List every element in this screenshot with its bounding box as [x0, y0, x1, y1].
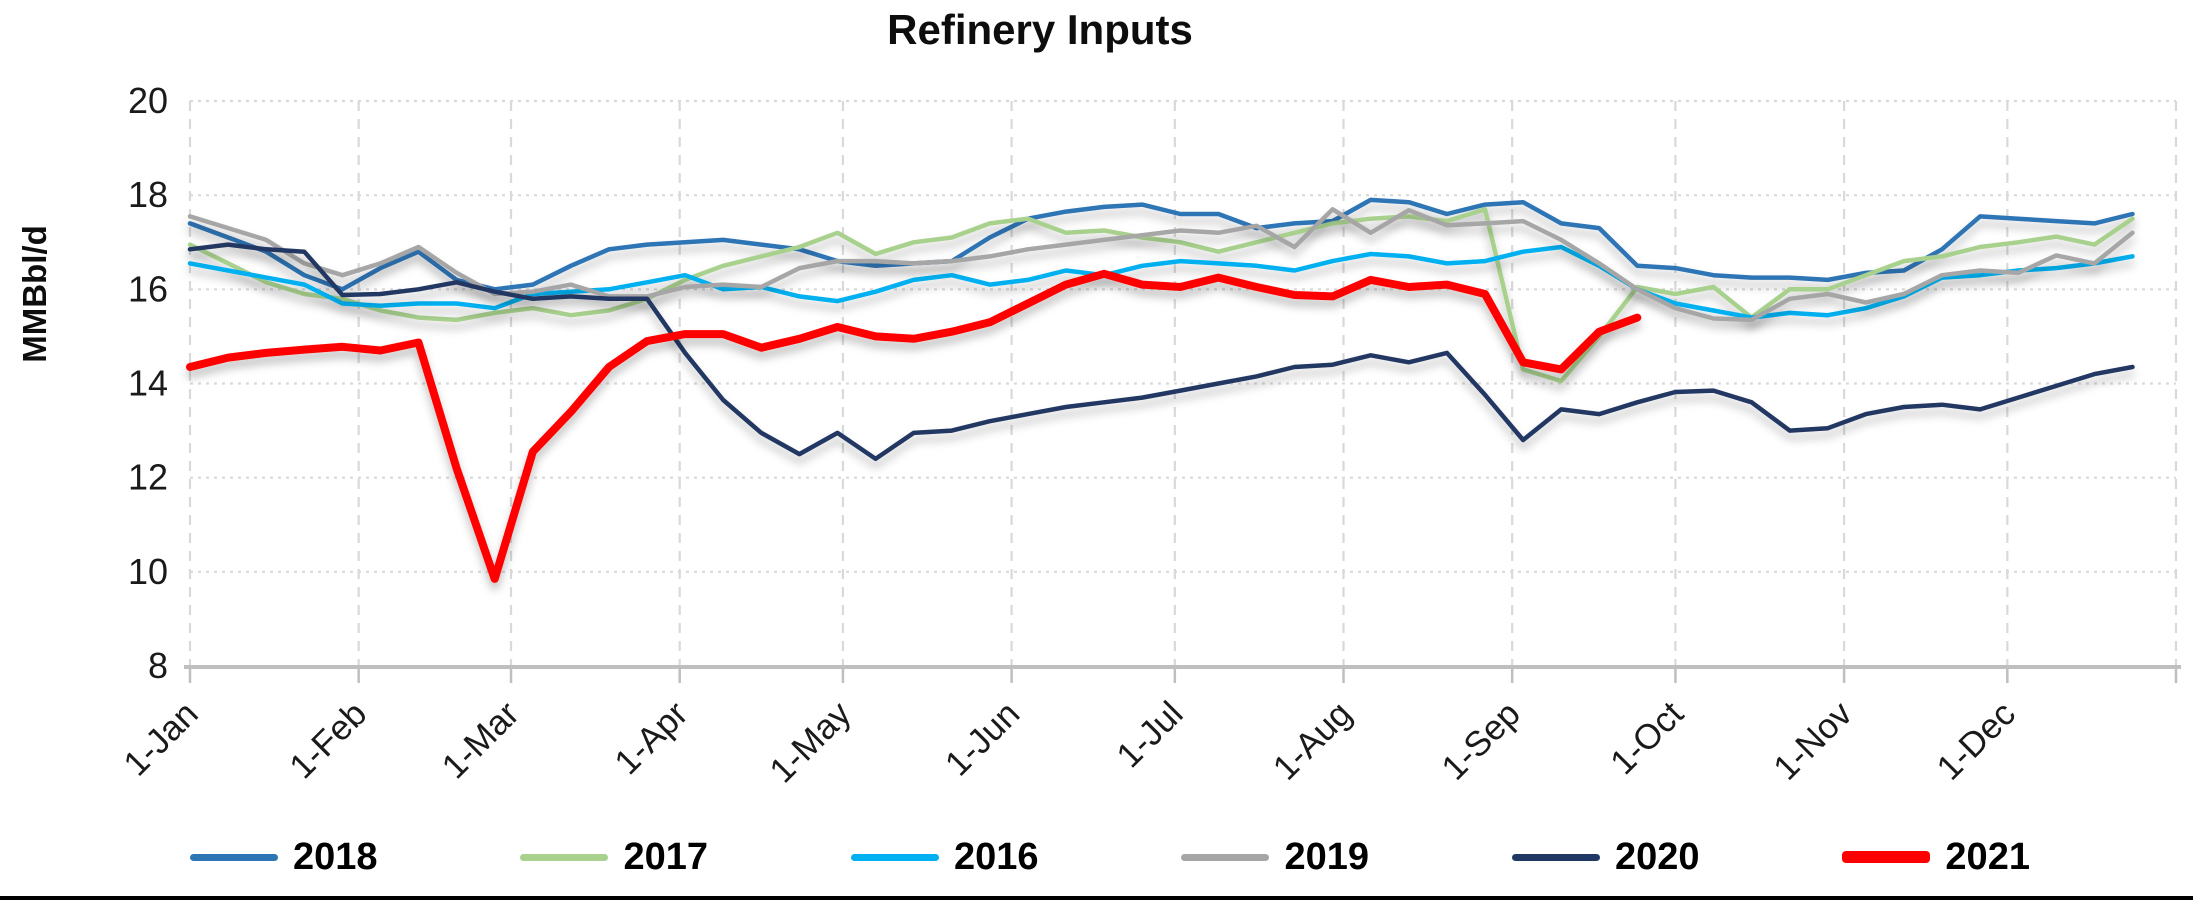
y-tick-label-18: 18	[128, 174, 168, 215]
legend-swatch-2019	[1181, 853, 1270, 861]
y-tick-label-16: 16	[128, 268, 168, 309]
series-line-2018	[187, 197, 2135, 292]
legend: 2018 2017 2016 2019 2020 2021	[190, 838, 2030, 876]
bottom-border-line	[0, 896, 2193, 900]
x-tick-label-1-Nov: 1-Nov	[1766, 694, 1860, 788]
y-tick-label-14: 14	[128, 363, 168, 404]
y-tick-label-10: 10	[128, 551, 168, 592]
x-tick-label-1-May: 1-May	[762, 694, 859, 791]
legend-label-2021: 2021	[1945, 836, 2030, 878]
series-line-2017	[187, 207, 2135, 384]
legend-item-2018: 2018	[190, 838, 378, 876]
x-tick-label-1-Feb: 1-Feb	[282, 694, 374, 786]
legend-swatch-2020	[1511, 853, 1600, 861]
y-tick-label-8: 8	[148, 645, 168, 686]
tick-labels: 8 10 12 14 16 18 20 1-Jan 1-Feb 1-Mar 1-Apr 1-May 1-…	[116, 80, 2023, 790]
x-tick-label-1-Dec: 1-Dec	[1929, 694, 2023, 788]
series-line-2019	[187, 207, 2135, 323]
legend-item-2020: 2020	[1511, 836, 1700, 878]
legend-label-2019: 2019	[1284, 836, 1369, 878]
x-tick-label-1-Jan: 1-Jan	[116, 694, 205, 783]
legend-swatch-2021	[1842, 851, 1931, 863]
legend-item-2021: 2021	[1842, 838, 2030, 876]
series-line-2020	[187, 242, 2135, 462]
legend-swatch-2018	[190, 853, 278, 861]
chart-title: Refinery Inputs	[887, 6, 1193, 53]
legend-item-2019: 2019	[1181, 838, 1369, 876]
axes	[184, 665, 2181, 683]
legend-swatch-2017	[520, 853, 609, 861]
legend-label-2016: 2016	[953, 836, 1039, 878]
series-line-2016	[187, 244, 2135, 320]
x-tick-label-1-Mar: 1-Mar	[434, 694, 526, 786]
x-tick-label-1-Apr: 1-Apr	[607, 694, 695, 782]
legend-item-2017: 2017	[520, 838, 708, 876]
y-tick-label-12: 12	[128, 457, 168, 498]
series-lines	[186, 197, 2135, 583]
legend-item-2016: 2016	[850, 836, 1039, 878]
x-tick-label-1-Jun: 1-Jun	[938, 694, 1027, 783]
series-line-2021	[186, 269, 1642, 583]
x-tick-label-1-Oct: 1-Oct	[1603, 694, 1691, 782]
legend-label-2017: 2017	[623, 836, 709, 878]
x-tick-label-1-Aug: 1-Aug	[1266, 694, 1360, 788]
legend-swatch-2016	[850, 853, 939, 861]
legend-label-2020: 2020	[1614, 836, 1700, 878]
x-tick-label-1-Sep: 1-Sep	[1434, 694, 1528, 788]
legend-label-2018: 2018	[293, 836, 378, 878]
x-tick-label-1-Jul: 1-Jul	[1109, 694, 1190, 775]
gridlines	[188, 99, 2178, 666]
y-tick-label-20: 20	[128, 80, 168, 121]
